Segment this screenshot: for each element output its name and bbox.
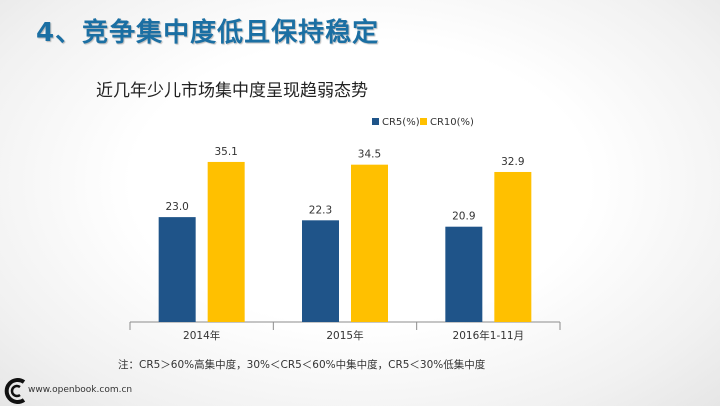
data-label: 23.0 [165,201,188,213]
bar-cr10 [207,161,245,322]
bar-cr10 [494,171,532,322]
category-label: 2014年 [183,329,220,342]
bar-cr5 [302,220,339,322]
data-label: 35.1 [214,146,237,158]
legend-label-1: CR10(%) [430,117,474,128]
openbook-logo-icon [4,378,26,404]
slide-title: 4、竞争集中度低且保持稳定 [36,18,380,48]
footnote: 注：CR5＞60%高集中度，30%＜CR5＜60%中集中度，CR5＜30%低集中… [118,359,486,371]
legend-swatch-0 [372,118,379,125]
category-label: 2015年 [326,329,363,342]
legend-swatch-1 [420,118,427,125]
footer-url: www.openbook.com.cn [28,385,133,395]
bar-cr5 [445,226,483,322]
bar-cr10 [351,164,388,322]
bar-cr5 [158,217,196,322]
chart-subtitle: 近几年少儿市场集中度呈现趋弱态势 [96,81,368,101]
data-label: 20.9 [452,211,475,223]
data-label: 34.5 [358,149,381,161]
footer: www.openbook.com.cn [0,376,720,406]
category-label: 2016年1-11月 [453,329,525,342]
legend-label-0: CR5(%) [382,117,420,128]
data-label: 22.3 [309,204,332,216]
data-label: 32.9 [501,156,524,168]
